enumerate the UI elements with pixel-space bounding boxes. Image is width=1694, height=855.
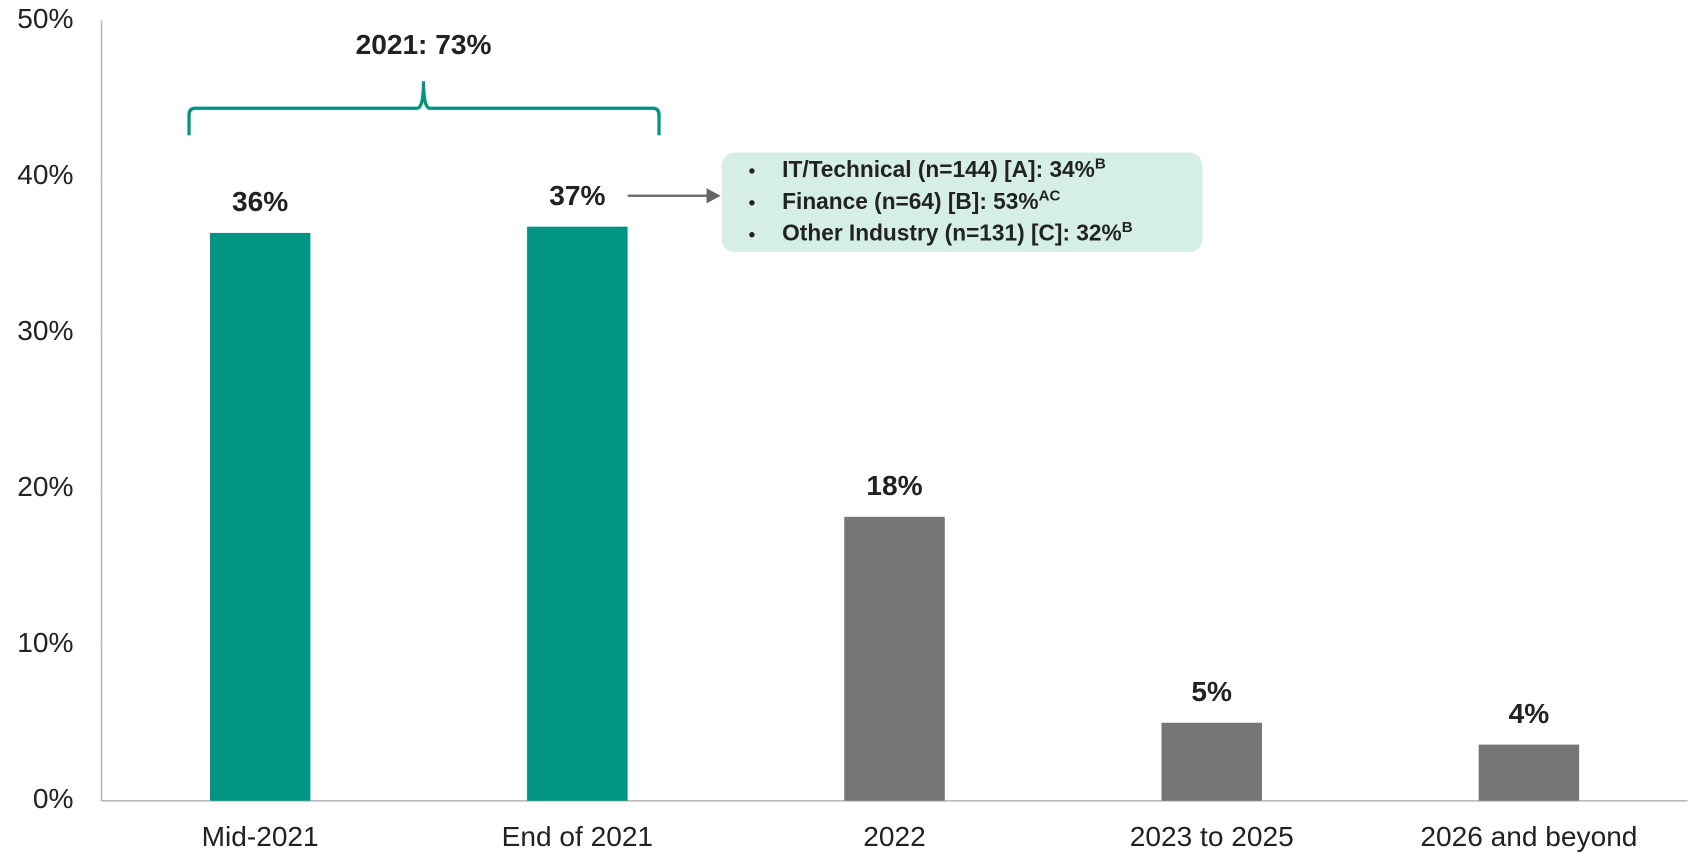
callout-text: Other Industry (n=131) [C]: 32%	[782, 220, 1122, 246]
callout-sup: B	[1095, 155, 1106, 172]
bracket-label: 2021: 73%	[356, 29, 492, 60]
y-tick-label: 50%	[17, 3, 73, 34]
bar	[527, 226, 628, 801]
callout-text: IT/Technical (n=144) [A]: 34%	[782, 156, 1095, 182]
value-label: 18%	[866, 470, 922, 501]
bar	[209, 232, 311, 801]
bar	[1161, 722, 1262, 801]
value-label: 4%	[1509, 698, 1550, 729]
bracket	[187, 81, 661, 136]
y-tick-label: 0%	[33, 783, 74, 814]
callout-text: Finance (n=64) [B]: 53%	[782, 188, 1038, 214]
bullet	[749, 231, 755, 238]
value-label: 36%	[232, 186, 288, 217]
bar	[1478, 744, 1580, 801]
callout-sup: B	[1122, 219, 1133, 236]
bullet	[749, 200, 755, 206]
callout-sup: AC	[1039, 187, 1061, 204]
x-tick-label: Mid-2021	[202, 821, 319, 852]
value-label: 37%	[549, 180, 605, 211]
x-tick-label: 2022	[863, 821, 925, 852]
callout-item: IT/Technical (n=144) [A]: 34%B	[782, 155, 1106, 181]
bar	[844, 516, 945, 801]
bullet	[749, 168, 755, 174]
callout-item: Other Industry (n=131) [C]: 32%B	[782, 219, 1133, 245]
callout-box	[721, 152, 1203, 252]
x-tick-label: End of 2021	[502, 821, 653, 852]
y-tick-label: 20%	[17, 471, 73, 502]
y-tick-label: 10%	[17, 627, 73, 658]
callout-item: Finance (n=64) [B]: 53%AC	[782, 187, 1060, 213]
y-tick-label: 40%	[17, 159, 73, 190]
y-tick-label: 30%	[17, 315, 73, 346]
value-label: 5%	[1191, 676, 1232, 707]
x-tick-label: 2026 and beyond	[1420, 821, 1637, 852]
callout-arrowhead	[706, 188, 721, 204]
x-tick-label: 2023 to 2025	[1130, 821, 1294, 852]
